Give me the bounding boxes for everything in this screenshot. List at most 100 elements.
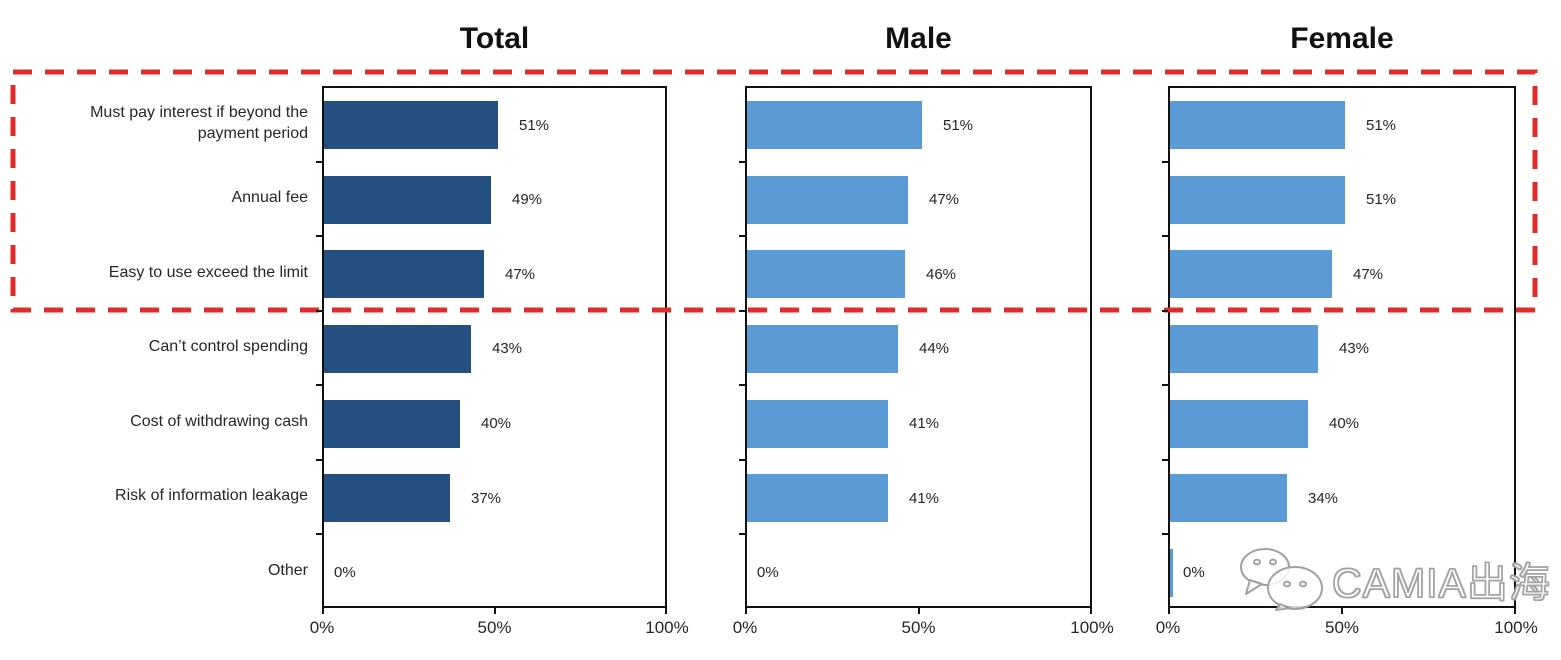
y-axis-tick: [316, 533, 322, 535]
y-axis-tick: [1162, 310, 1168, 312]
y-axis-tick: [316, 459, 322, 461]
bar-total-4: [324, 399, 460, 448]
bar-row: 41%: [747, 386, 1090, 461]
bar-row: 37%: [324, 461, 665, 536]
bar-female-5: [1170, 474, 1287, 523]
bar-value-label: 0%: [334, 564, 356, 582]
x-axis-tick-label: 50%: [901, 618, 936, 637]
chart-title-female: Female: [1290, 22, 1394, 55]
bar-value-label: 0%: [757, 564, 779, 582]
bar-row: 51%: [747, 88, 1090, 163]
y-axis-tick: [316, 161, 322, 163]
bar-value-label: 40%: [481, 415, 512, 433]
category-label: Risk of information leakage: [115, 487, 308, 505]
bar-female-4: [1170, 399, 1308, 448]
chart-plot-total: 51% 49% 47% 43% 40% 37% 0%: [322, 86, 667, 608]
x-axis-tick-label: 0%: [732, 618, 758, 637]
bar-row: 44%: [747, 312, 1090, 387]
y-axis-tick: [739, 310, 745, 312]
bar-row: 40%: [1170, 386, 1514, 461]
x-axis-tick-label: 50%: [1324, 618, 1360, 637]
x-axis-tick: [494, 608, 496, 614]
chart-plot-female: 51% 51% 47% 43% 40% 34% 0%: [1168, 86, 1516, 608]
bar-female-0: [1170, 101, 1345, 150]
bar-value-label: 37%: [471, 489, 502, 507]
bar-value-label: 41%: [909, 415, 940, 433]
bar-value-label: 49%: [512, 191, 543, 209]
category-label: Can’t control spending: [148, 338, 308, 356]
bar-value-label: 51%: [943, 116, 974, 134]
bar-male-2: [747, 250, 905, 299]
bar-row: 47%: [1170, 237, 1514, 312]
bar-row: 47%: [324, 237, 665, 312]
bar-value-label: 43%: [492, 340, 523, 358]
bar-value-label: 51%: [519, 116, 550, 134]
bar-total-1: [324, 175, 491, 224]
bar-value-label: 47%: [505, 265, 536, 283]
bar-row: 51%: [324, 88, 665, 163]
bar-row: 41%: [747, 461, 1090, 536]
x-axis-tick-label: 100%: [1070, 618, 1114, 637]
y-axis-tick: [739, 533, 745, 535]
bar-value-label: 44%: [919, 340, 950, 358]
bar-value-label: 46%: [926, 265, 957, 283]
bar-row: 40%: [324, 386, 665, 461]
category-label: Other: [267, 561, 308, 579]
bar-row: 0%: [1170, 535, 1514, 610]
bar-row: 51%: [1170, 163, 1514, 238]
y-axis-tick: [739, 459, 745, 461]
x-axis-tick: [665, 608, 667, 614]
y-axis-tick: [739, 235, 745, 237]
bar-row: 34%: [1170, 461, 1514, 536]
wechat-logo-icon: [1240, 548, 1323, 611]
y-axis-tick: [1162, 533, 1168, 535]
chart-title-total: Total: [459, 22, 530, 55]
bar-value-label: 47%: [929, 191, 960, 209]
bar-row: 0%: [747, 535, 1090, 610]
y-axis-tick: [316, 310, 322, 312]
x-axis-tick: [745, 608, 747, 614]
bar-value-label: 43%: [1339, 340, 1370, 358]
category-label: Annual fee: [231, 189, 308, 207]
bar-total-0: [324, 101, 498, 150]
bar-row: 49%: [324, 163, 665, 238]
bar-row: 47%: [747, 163, 1090, 238]
x-axis-tick-label: 100%: [645, 618, 689, 637]
category-axis-labels: Must pay interest if beyond the payment …: [18, 86, 308, 608]
x-axis-tick: [1514, 608, 1516, 614]
bar-male-1: [747, 175, 908, 224]
bar-row: 0%: [324, 535, 665, 610]
category-label: Easy to use exceed the limit: [108, 263, 308, 281]
watermark-text: CAMIA出海: [1331, 559, 1551, 606]
y-axis-tick: [1162, 384, 1168, 386]
x-axis-tick-label: 0%: [1155, 618, 1181, 637]
y-axis-tick: [1162, 161, 1168, 163]
bar-value-label: 47%: [1353, 265, 1384, 283]
x-axis-tick-label: 50%: [477, 618, 512, 637]
bar-female-2: [1170, 250, 1332, 299]
bar-row: 43%: [324, 312, 665, 387]
y-axis-tick: [739, 161, 745, 163]
bar-value-label: 0%: [1183, 564, 1205, 582]
y-axis-tick: [316, 384, 322, 386]
bar-female-1: [1170, 175, 1345, 224]
y-axis-tick: [1162, 459, 1168, 461]
y-axis-tick: [739, 384, 745, 386]
x-axis-tick: [1168, 608, 1170, 614]
chart-plot-male: 51% 47% 46% 44% 41% 41% 0%: [745, 86, 1092, 608]
category-label: Must pay interest if beyond the payment …: [90, 103, 308, 143]
bar-value-label: 51%: [1366, 191, 1397, 209]
bar-male-0: [747, 101, 922, 150]
x-axis-tick: [1341, 608, 1343, 614]
bar-row: 43%: [1170, 312, 1514, 387]
bar-total-5: [324, 474, 450, 523]
watermark: CAMIA出海: [1236, 546, 1551, 612]
bar-female-3: [1170, 324, 1318, 373]
x-axis-tick: [1090, 608, 1092, 614]
x-axis-tick-label: 0%: [309, 618, 335, 637]
bar-total-3: [324, 324, 471, 373]
bar-value-label: 34%: [1308, 489, 1339, 507]
bar-total-2: [324, 250, 484, 299]
bar-value-label: 51%: [1366, 116, 1397, 134]
y-axis-tick: [316, 235, 322, 237]
